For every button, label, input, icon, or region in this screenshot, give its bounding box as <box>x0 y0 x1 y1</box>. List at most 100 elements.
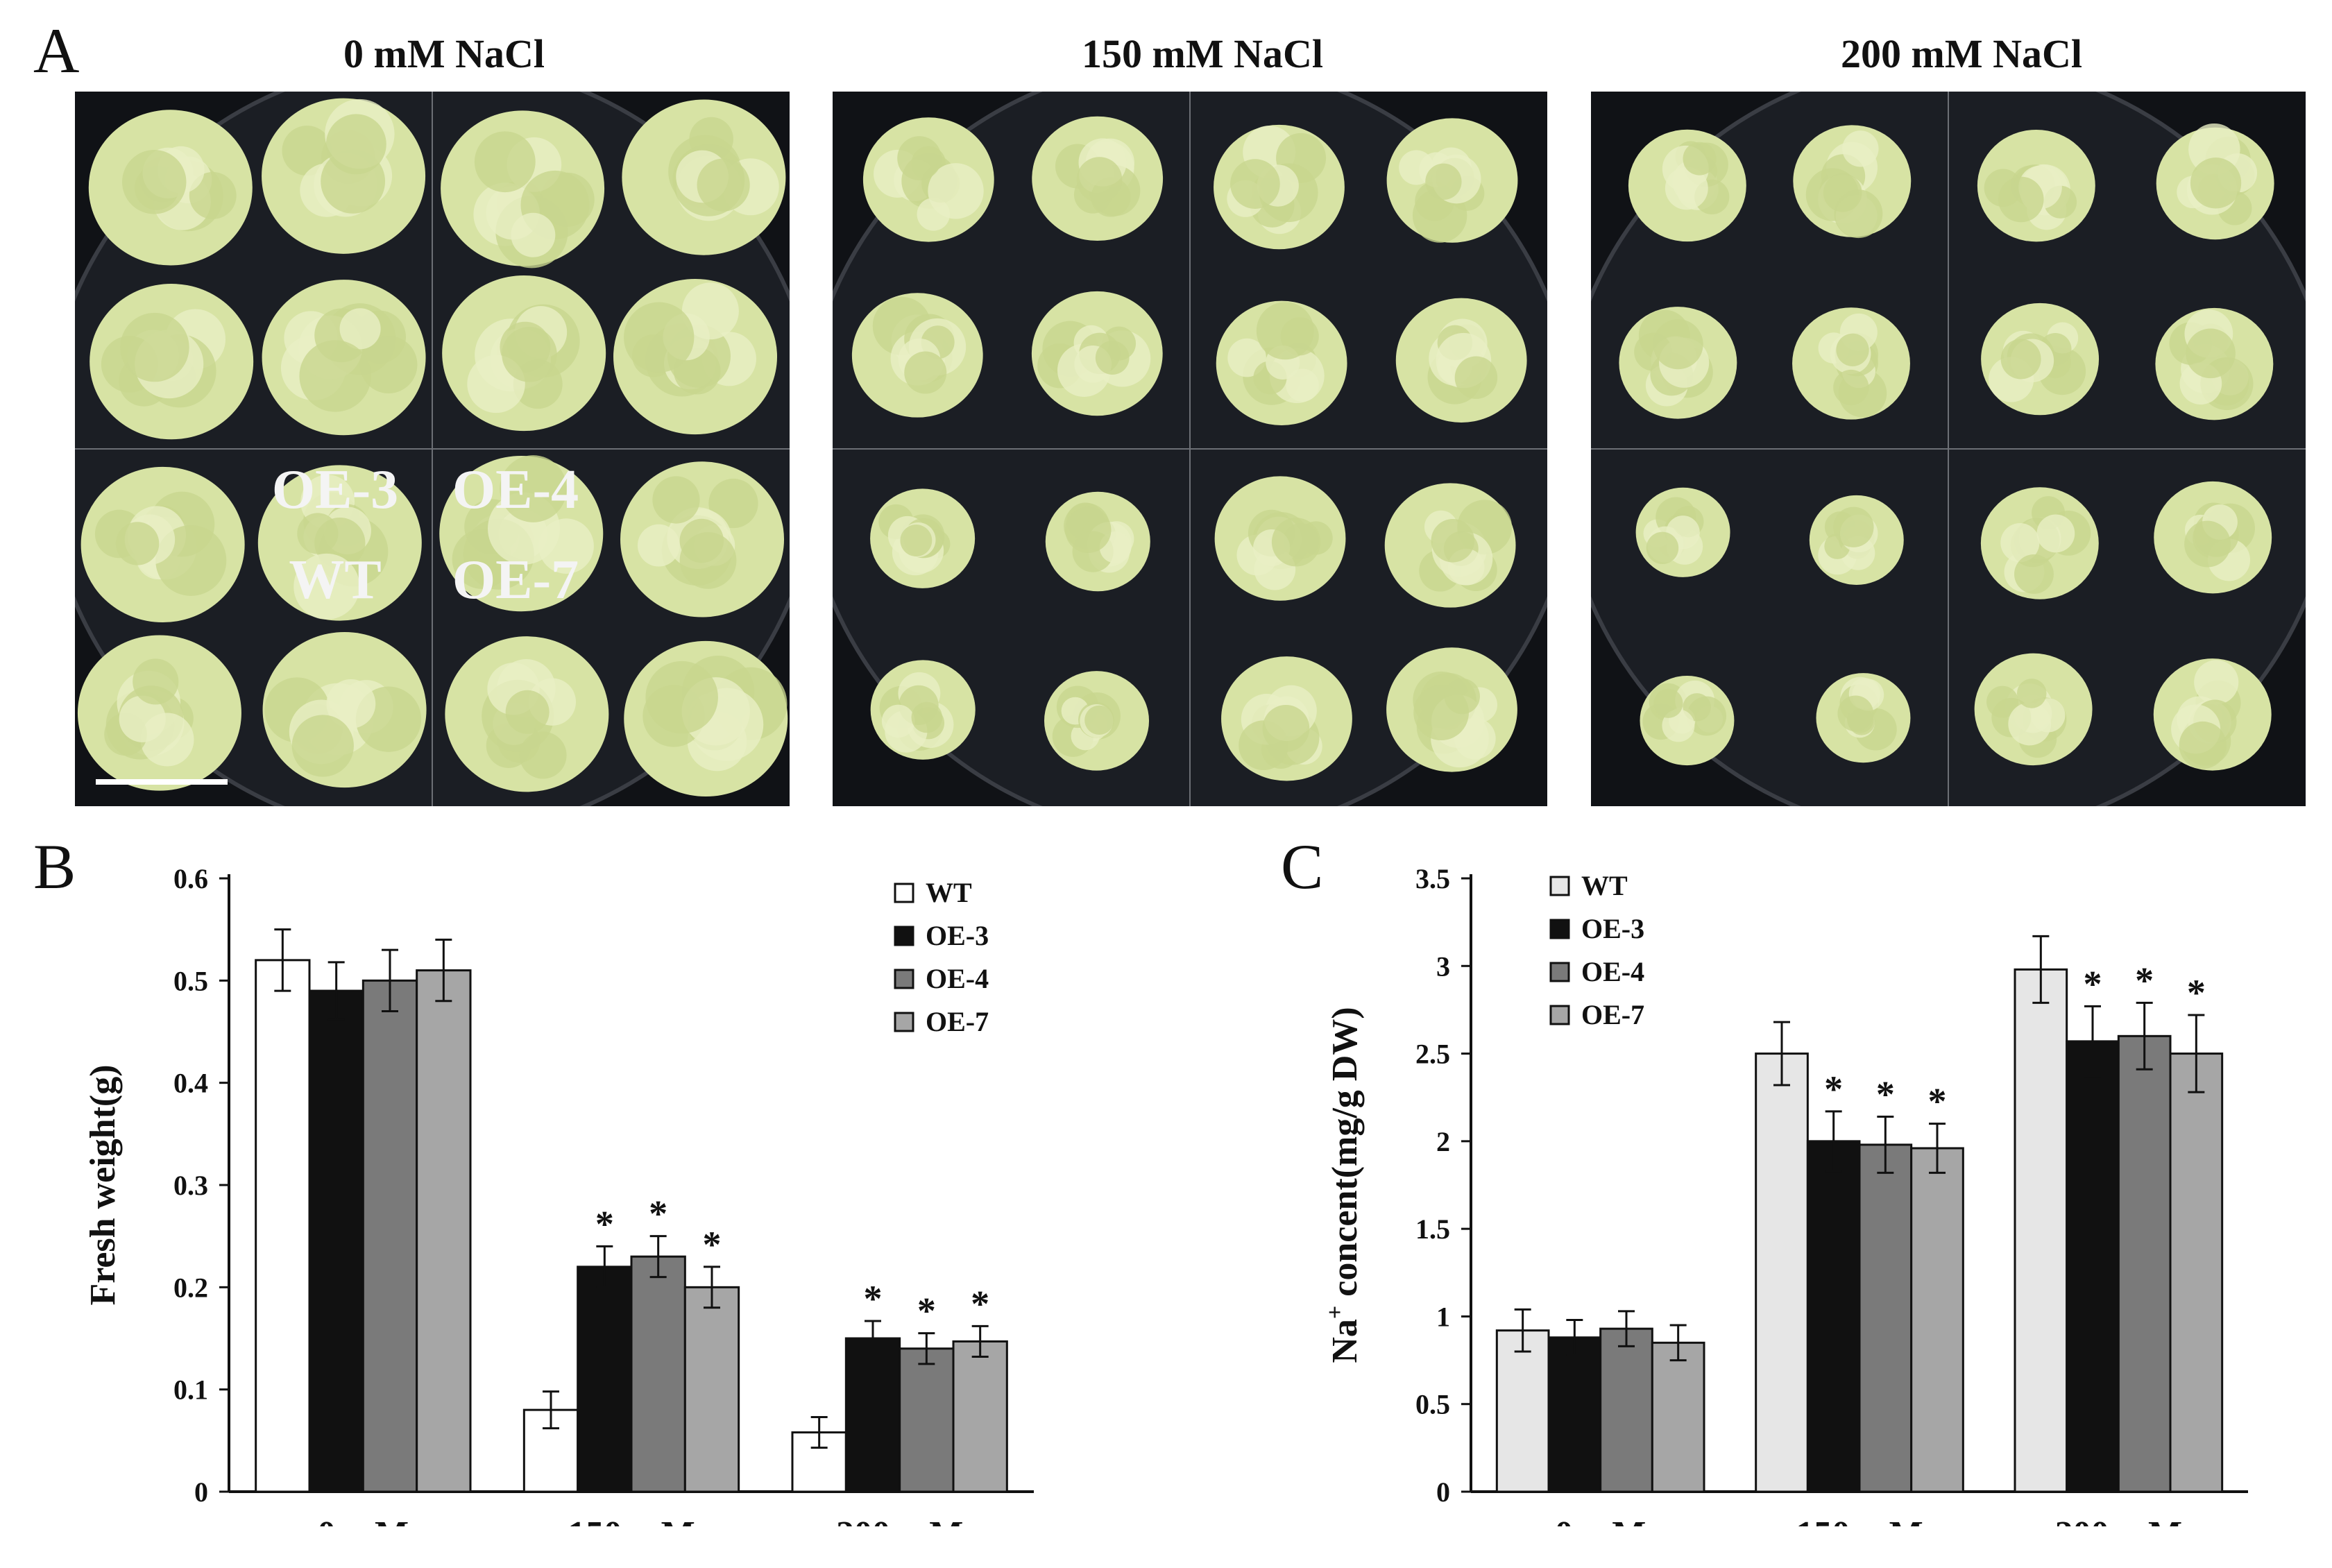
bar <box>1547 1336 1602 1493</box>
y-axis-label: Fresh weight(g) <box>83 1064 123 1305</box>
category-label: 150 mM <box>1796 1515 1923 1526</box>
genotype-label: OE-4 <box>452 459 579 520</box>
colony-texture <box>1413 685 1469 741</box>
callus-colony <box>262 280 426 436</box>
panel-a-letter: A <box>33 15 80 86</box>
colony-texture <box>1683 142 1717 176</box>
legend-swatch <box>894 969 914 989</box>
significance-marker: * <box>1928 1081 1947 1123</box>
colony-texture <box>637 524 680 567</box>
colony-texture <box>133 658 179 705</box>
colony-texture <box>282 126 332 176</box>
callus-colony <box>441 110 605 269</box>
bar <box>899 1347 955 1493</box>
colony-texture <box>1986 685 2019 718</box>
plate-photo-150mm <box>833 92 1547 806</box>
colony-texture <box>2036 514 2075 553</box>
callus-colony <box>1216 300 1347 426</box>
callus-colony <box>870 488 976 588</box>
category-label: 0 mM <box>1555 1515 1646 1526</box>
y-tick-label: 0.2 <box>173 1272 208 1303</box>
colony-texture <box>679 518 724 563</box>
colony-texture <box>2014 554 2054 594</box>
y-tick-label: 0 <box>194 1476 208 1508</box>
y-tick-label: 0.5 <box>1415 1389 1450 1420</box>
colony-texture <box>1836 333 1869 366</box>
legend-label: OE-3 <box>1581 913 1644 944</box>
colony-texture <box>1823 173 1862 212</box>
category-label: 200 mM <box>2055 1515 2182 1526</box>
callus-colony <box>445 636 609 792</box>
colony-texture <box>652 476 700 524</box>
category-label: 200 mM <box>836 1515 963 1526</box>
na-content-chart: C 0 0.5 1 1.5 2 2.5 3 3.5 Na+ concent(mg/g DW) 0 m… <box>1281 833 2248 1526</box>
callus-colony <box>1816 673 1911 763</box>
colony-texture <box>119 695 166 742</box>
colony-texture <box>1076 157 1123 203</box>
callus-colony <box>1221 656 1352 781</box>
colony-texture <box>505 690 550 734</box>
colony-texture <box>624 302 695 373</box>
colony-texture <box>1431 519 1475 563</box>
callus-colony <box>2154 481 2272 594</box>
colony-texture <box>1998 176 2044 223</box>
significance-marker: * <box>649 1193 667 1235</box>
colony-texture <box>2186 328 2236 379</box>
significance-marker: * <box>2187 972 2206 1014</box>
colony-texture <box>359 336 418 393</box>
plate-svg-200mm <box>1591 92 2306 806</box>
colony-texture <box>1399 150 1434 185</box>
callus-colony <box>90 284 254 440</box>
callus-colony <box>1032 116 1164 241</box>
colony-texture <box>189 171 237 219</box>
category-label: 150 mM <box>568 1515 695 1526</box>
genotype-label: OE-7 <box>452 549 579 611</box>
colony-texture <box>1084 705 1114 735</box>
significance-marker: * <box>2084 963 2102 1005</box>
y-tick-label: 0.6 <box>173 863 208 894</box>
legend-swatch <box>1549 1005 1570 1025</box>
colony-texture <box>697 158 750 212</box>
colony-texture <box>1842 130 1879 167</box>
colony-texture <box>1665 167 1708 210</box>
legend-swatch <box>894 926 914 946</box>
significance-marker: * <box>971 1283 989 1324</box>
colony-texture <box>1646 531 1679 565</box>
legend-swatch <box>1549 919 1570 939</box>
callus-colony <box>2156 123 2274 240</box>
y-axis-label: Na+ concent(mg/g DW) <box>1322 1007 1365 1363</box>
colony-texture <box>2000 339 2041 380</box>
callus-colony <box>1386 647 1517 772</box>
y-tick-label: 2 <box>1436 1126 1450 1157</box>
legend-label: OE-7 <box>926 1006 989 1037</box>
callus-colony <box>624 640 788 797</box>
callus-colony <box>80 466 245 623</box>
bar <box>1755 1053 1809 1493</box>
colony-texture <box>897 136 942 180</box>
colony-texture <box>500 455 567 522</box>
bar <box>1858 1143 1913 1493</box>
plate-title-150mm: 150 mM NaCl <box>1082 31 1323 76</box>
y-tick-label: 0.4 <box>173 1068 208 1099</box>
callus-colony <box>1044 671 1150 771</box>
plate-photo-0mm: OE-3 OE-4 WT OE-7 <box>75 92 790 806</box>
callus-colony <box>442 275 606 432</box>
y-tick-label: 1.5 <box>1415 1213 1450 1245</box>
callus-colony <box>613 278 778 435</box>
bar <box>1599 1327 1653 1493</box>
bar <box>255 959 311 1493</box>
y-tick-label: 3 <box>1436 951 1450 982</box>
significance-marker: * <box>595 1203 614 1245</box>
y-axis-label-rest: concent(mg/g DW) <box>1325 1007 1365 1305</box>
colony-texture <box>1653 688 1683 718</box>
legend-label: OE-4 <box>926 963 989 994</box>
panel-letter: B <box>33 833 76 902</box>
colony-texture <box>1837 695 1874 732</box>
bar <box>361 979 418 1493</box>
colony-texture <box>2194 660 2239 705</box>
y-tick-label: 0.1 <box>173 1374 208 1406</box>
colony-texture <box>1227 338 1266 377</box>
colony-texture <box>293 553 360 620</box>
callus-colony <box>262 98 426 254</box>
colony-texture <box>1454 356 1498 399</box>
